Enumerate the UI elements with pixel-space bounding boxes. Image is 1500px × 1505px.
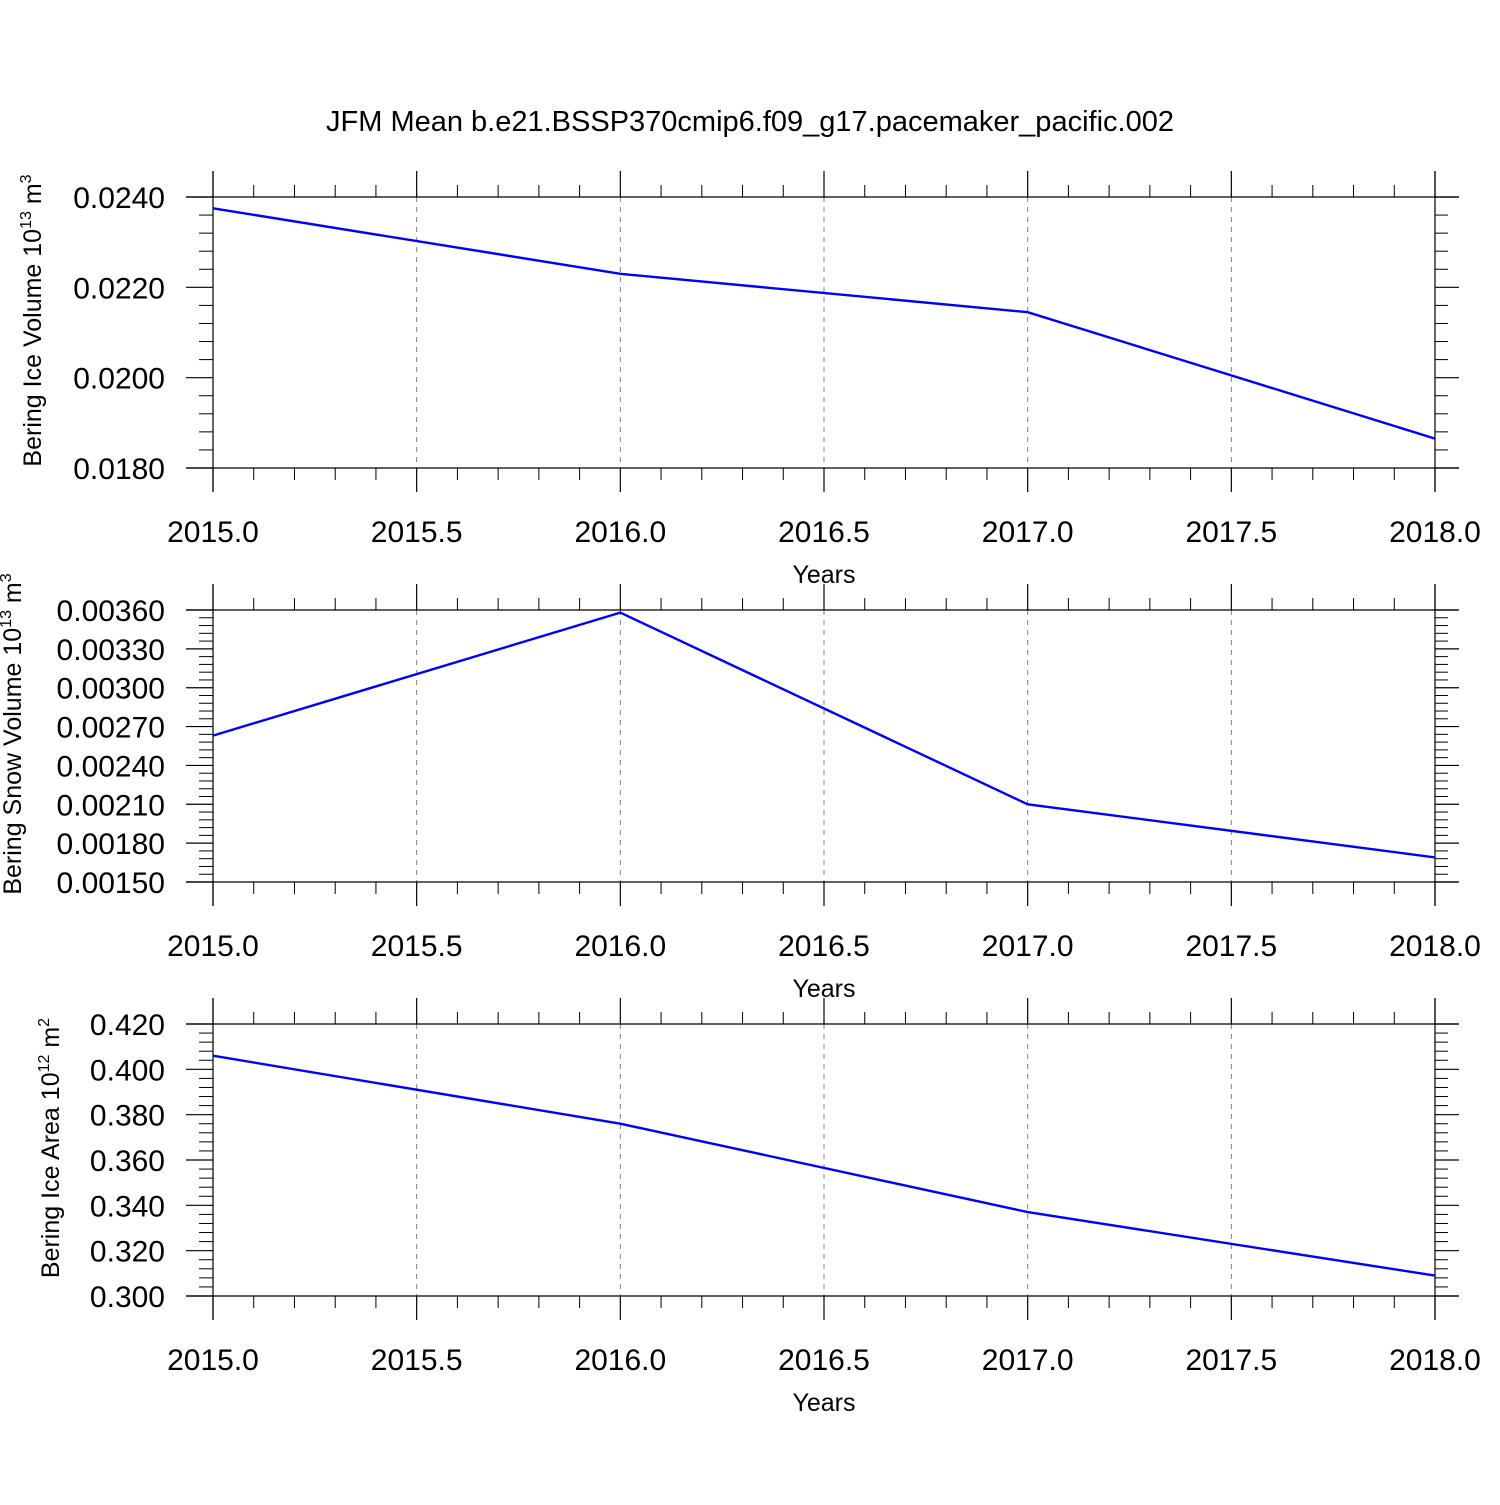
- panel-1-xtick-label: 2016.5: [778, 516, 870, 549]
- panel-1-series-line: [212, 207, 1436, 440]
- panel-2-ytick-label: 0.00180: [57, 828, 165, 861]
- panel-1-xtick-label: 2018.0: [1389, 516, 1481, 549]
- panel-1-ytick-label: 0.0220: [73, 272, 165, 305]
- panel-2-ytick-label: 0.00330: [57, 634, 165, 667]
- panel-3-ytick-label: 0.340: [90, 1190, 165, 1223]
- panel-1-xtick-label: 2015.0: [167, 516, 259, 549]
- panel-3-xtick-label: 2016.0: [574, 1344, 666, 1377]
- panel-1-ytick-label: 0.0200: [73, 363, 165, 396]
- panel-3-ytick-label: 0.320: [90, 1236, 165, 1269]
- panel-3-xtick-label: 2015.0: [167, 1344, 259, 1377]
- panel-3-ytick-label: 0.380: [90, 1100, 165, 1133]
- panel-2-xtick-label: 2015.0: [167, 930, 259, 963]
- panel-2-ytick-label: 0.00210: [57, 789, 165, 822]
- panel-3-xtick-label: 2016.5: [778, 1344, 870, 1377]
- panel-2-xtick-label: 2017.5: [1185, 930, 1277, 963]
- panel-3-xtick-label: 2017.0: [982, 1344, 1074, 1377]
- panel-3-xtick-label: 2015.5: [371, 1344, 463, 1377]
- panel-2-xtick-label: 2016.5: [778, 930, 870, 963]
- panel-2-y-axis-label: Bering Snow Volume 1013 m3: [0, 573, 27, 894]
- panel-2-xtick-label: 2016.0: [574, 930, 666, 963]
- panel-3-ytick-label: 0.400: [90, 1054, 165, 1087]
- panel-3-xtick-label: 2018.0: [1389, 1344, 1481, 1377]
- panel-1-xtick-label: 2017.0: [982, 516, 1074, 549]
- panel-1-xtick-label: 2017.5: [1185, 516, 1277, 549]
- figure-title: JFM Mean b.e21.BSSP370cmip6.f09_g17.pace…: [326, 106, 1174, 138]
- panel-2-xtick-label: 2015.5: [371, 930, 463, 963]
- panel-1-y-axis-label: Bering Ice Volume 1013 m3: [18, 174, 47, 466]
- panel-3-series-line: [212, 1054, 1436, 1277]
- panel-2-ytick-label: 0.00270: [57, 712, 165, 745]
- panel-2-xtick-label: 2017.0: [982, 930, 1074, 963]
- panel-3-ytick-label: 0.300: [90, 1281, 165, 1314]
- panel-1-xtick-label: 2016.0: [574, 516, 666, 549]
- panel-2-ytick-label: 0.00300: [57, 673, 165, 706]
- panel-2-series-line: [212, 611, 1436, 859]
- panel-1-xtick-label: 2015.5: [371, 516, 463, 549]
- panel-3-ytick-label: 0.360: [90, 1145, 165, 1178]
- panel-2-xtick-label: 2018.0: [1389, 930, 1481, 963]
- panel-2-ytick-label: 0.00240: [57, 750, 165, 783]
- panel-3-xtick-label: 2017.5: [1185, 1344, 1277, 1377]
- panel-3-y-axis-label: Bering Ice Area 1012 m2: [36, 1018, 65, 1278]
- panel-3-ytick-label: 0.420: [90, 1009, 165, 1042]
- panel-1-ytick-label: 0.0240: [73, 182, 165, 215]
- panel-2-ytick-label: 0.00360: [57, 595, 165, 628]
- panel-2-ytick-label: 0.00150: [57, 867, 165, 900]
- panel-1-ytick-label: 0.0180: [73, 453, 165, 486]
- panel-3-x-axis-label: Years: [792, 1389, 855, 1417]
